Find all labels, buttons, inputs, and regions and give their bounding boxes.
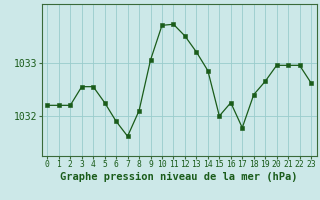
X-axis label: Graphe pression niveau de la mer (hPa): Graphe pression niveau de la mer (hPa) (60, 172, 298, 182)
